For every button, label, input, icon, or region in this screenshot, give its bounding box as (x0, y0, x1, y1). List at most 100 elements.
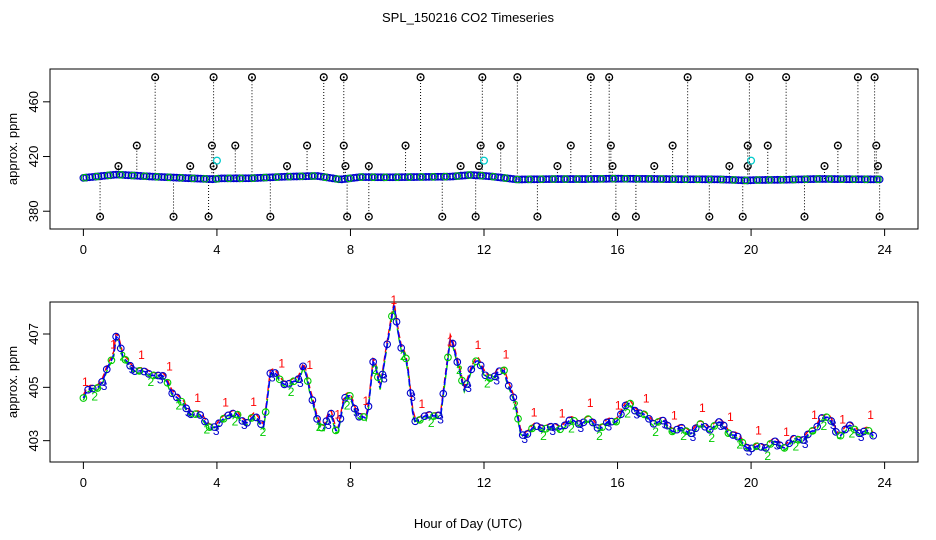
series-point (673, 425, 681, 434)
outlier-point (650, 162, 659, 171)
outlier-point-center (746, 144, 749, 147)
baseline-point-green (561, 175, 570, 183)
baseline-point-green (237, 174, 245, 183)
series-point (612, 417, 621, 426)
baseline-point-green (189, 174, 197, 183)
series-point (752, 442, 761, 451)
series-point (518, 431, 527, 439)
outlier-point (438, 212, 447, 221)
outlier-point-center (234, 144, 237, 147)
flag-1-marker: 1 (138, 348, 145, 362)
outlier-point-center (346, 215, 349, 218)
series-point (383, 340, 392, 349)
flag-2-marker: 2 (736, 438, 743, 452)
flag-3-marker: 3 (858, 430, 865, 444)
flag-1-marker: 1 (755, 423, 762, 437)
baseline-point-green (753, 176, 762, 184)
baseline-point-green (633, 175, 642, 183)
outlier-point (763, 141, 772, 150)
outlier-point (114, 162, 123, 171)
series-point (523, 430, 532, 438)
baseline-point-green (273, 173, 281, 181)
series-point (467, 365, 476, 374)
series-point (827, 417, 836, 425)
flag-2-marker: 2 (119, 349, 126, 363)
outlier-point-center (499, 144, 502, 147)
outlier-point-center (212, 76, 215, 79)
flag-3-marker: 3 (241, 418, 248, 432)
chart-title: SPL_150216 CO2 Timeseries (382, 10, 554, 25)
baseline-point-green (249, 174, 257, 182)
series-point (818, 414, 826, 422)
baseline-point-green (104, 171, 113, 180)
outlier-point (364, 212, 373, 221)
outlier-point (474, 162, 484, 171)
outlier-point-center (728, 165, 731, 168)
series-point (112, 332, 120, 341)
bottom-ylabel: approx. ppm (5, 346, 20, 418)
flag-2-marker: 2 (540, 429, 547, 443)
series-point (761, 444, 770, 452)
flag-3-marker: 3 (549, 424, 556, 438)
outlier-point (683, 73, 692, 82)
flag-1-marker: 1 (727, 410, 734, 424)
baseline-point-green (669, 175, 678, 183)
series-point (154, 371, 163, 380)
outlier-point (513, 73, 522, 82)
series-point (243, 418, 251, 427)
series-point (308, 396, 317, 404)
flag-1-marker: 1 (531, 405, 538, 419)
x-axis-label: Hour of Day (UTC) (414, 516, 522, 531)
series-point (663, 421, 672, 430)
baseline-point-green (549, 175, 558, 183)
baseline-point-green (333, 175, 341, 183)
series-point (565, 416, 574, 425)
series-point (266, 369, 275, 378)
series-point (780, 444, 789, 452)
series-point (275, 375, 284, 384)
series-point (434, 411, 443, 420)
flag-1-marker: 1 (811, 408, 818, 422)
series-point (462, 380, 471, 388)
baseline-point-green (297, 172, 305, 181)
flag-1-marker: 1 (82, 375, 89, 389)
series-point (444, 353, 452, 362)
flag-1-marker: 1 (166, 360, 173, 374)
series-point (691, 424, 700, 433)
series-point (84, 385, 92, 394)
baseline-point-green (585, 175, 594, 183)
flag-3-marker: 3 (297, 376, 304, 390)
series-point (841, 425, 850, 434)
series-point (789, 434, 798, 443)
outlier-point-center (342, 144, 345, 147)
series-point (822, 413, 831, 422)
flag-2-marker: 2 (792, 440, 799, 454)
top-ytick-label: 420 (26, 146, 41, 168)
series-point (860, 427, 868, 436)
series-point (705, 425, 714, 434)
outlier-point (853, 73, 862, 82)
baseline-point-green (453, 172, 462, 180)
flag-2-marker: 2 (624, 406, 631, 420)
flag-2-marker: 2 (652, 425, 659, 439)
outlier-point (343, 212, 352, 221)
top-xtick-label: 24 (877, 242, 891, 257)
top-xtick-label: 0 (80, 242, 87, 257)
baseline-point-green (201, 175, 209, 183)
series-point (173, 393, 181, 402)
series-point (785, 439, 793, 448)
top-xtick-label: 20 (744, 242, 758, 257)
outlier-point-center (746, 165, 749, 168)
outlier-point (151, 73, 160, 82)
top-xtick-label: 12 (477, 242, 491, 257)
series-point (649, 419, 658, 428)
cyan-point (479, 156, 489, 165)
series-line-flag1 (82, 302, 874, 447)
top-xtick-label: 16 (610, 242, 624, 257)
outlier-point (631, 212, 640, 221)
outlier-point-center (569, 144, 572, 147)
outlier-point-center (474, 215, 477, 218)
series-line-flag3 (82, 305, 874, 450)
